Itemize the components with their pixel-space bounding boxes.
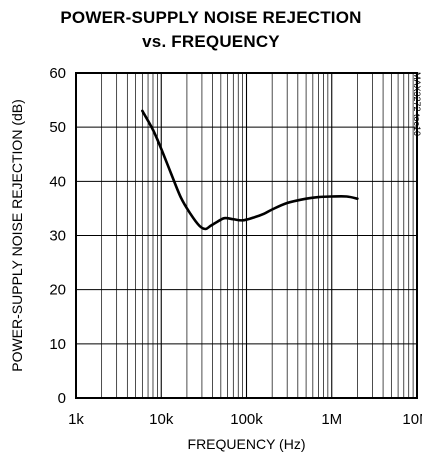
y-tick-label: 20	[49, 282, 66, 299]
x-tick-label: 100k	[230, 411, 263, 428]
x-tick-label: 1k	[68, 411, 84, 428]
chart-title-line1: POWER-SUPPLY NOISE REJECTION	[60, 8, 362, 27]
figure-code-annotation: MAX3272 toc10	[412, 72, 422, 136]
x-tick-label: 1M	[321, 411, 342, 428]
y-tick-label: 60	[49, 65, 66, 82]
y-axis-label: POWER-SUPPLY NOISE REJECTION (dB)	[9, 99, 25, 372]
plot-frame	[75, 72, 418, 399]
x-tick-label: 10k	[149, 411, 174, 428]
y-tick-label: 10	[49, 336, 66, 353]
chart-title-line2: vs. FREQUENCY	[142, 32, 280, 51]
y-tick-label: 0	[58, 390, 66, 407]
psrr-curve	[141, 109, 359, 231]
y-tick-label: 40	[49, 173, 66, 190]
tick-labels: 1k 10k 100k 1M 10M 0 10 20 30 40 50 60	[49, 65, 422, 428]
y-tick-label: 50	[49, 119, 66, 136]
grid	[76, 73, 417, 398]
y-tick-label: 30	[49, 228, 66, 245]
x-axis-label: FREQUENCY (Hz)	[188, 436, 306, 452]
x-tick-label: 10M	[402, 411, 422, 428]
